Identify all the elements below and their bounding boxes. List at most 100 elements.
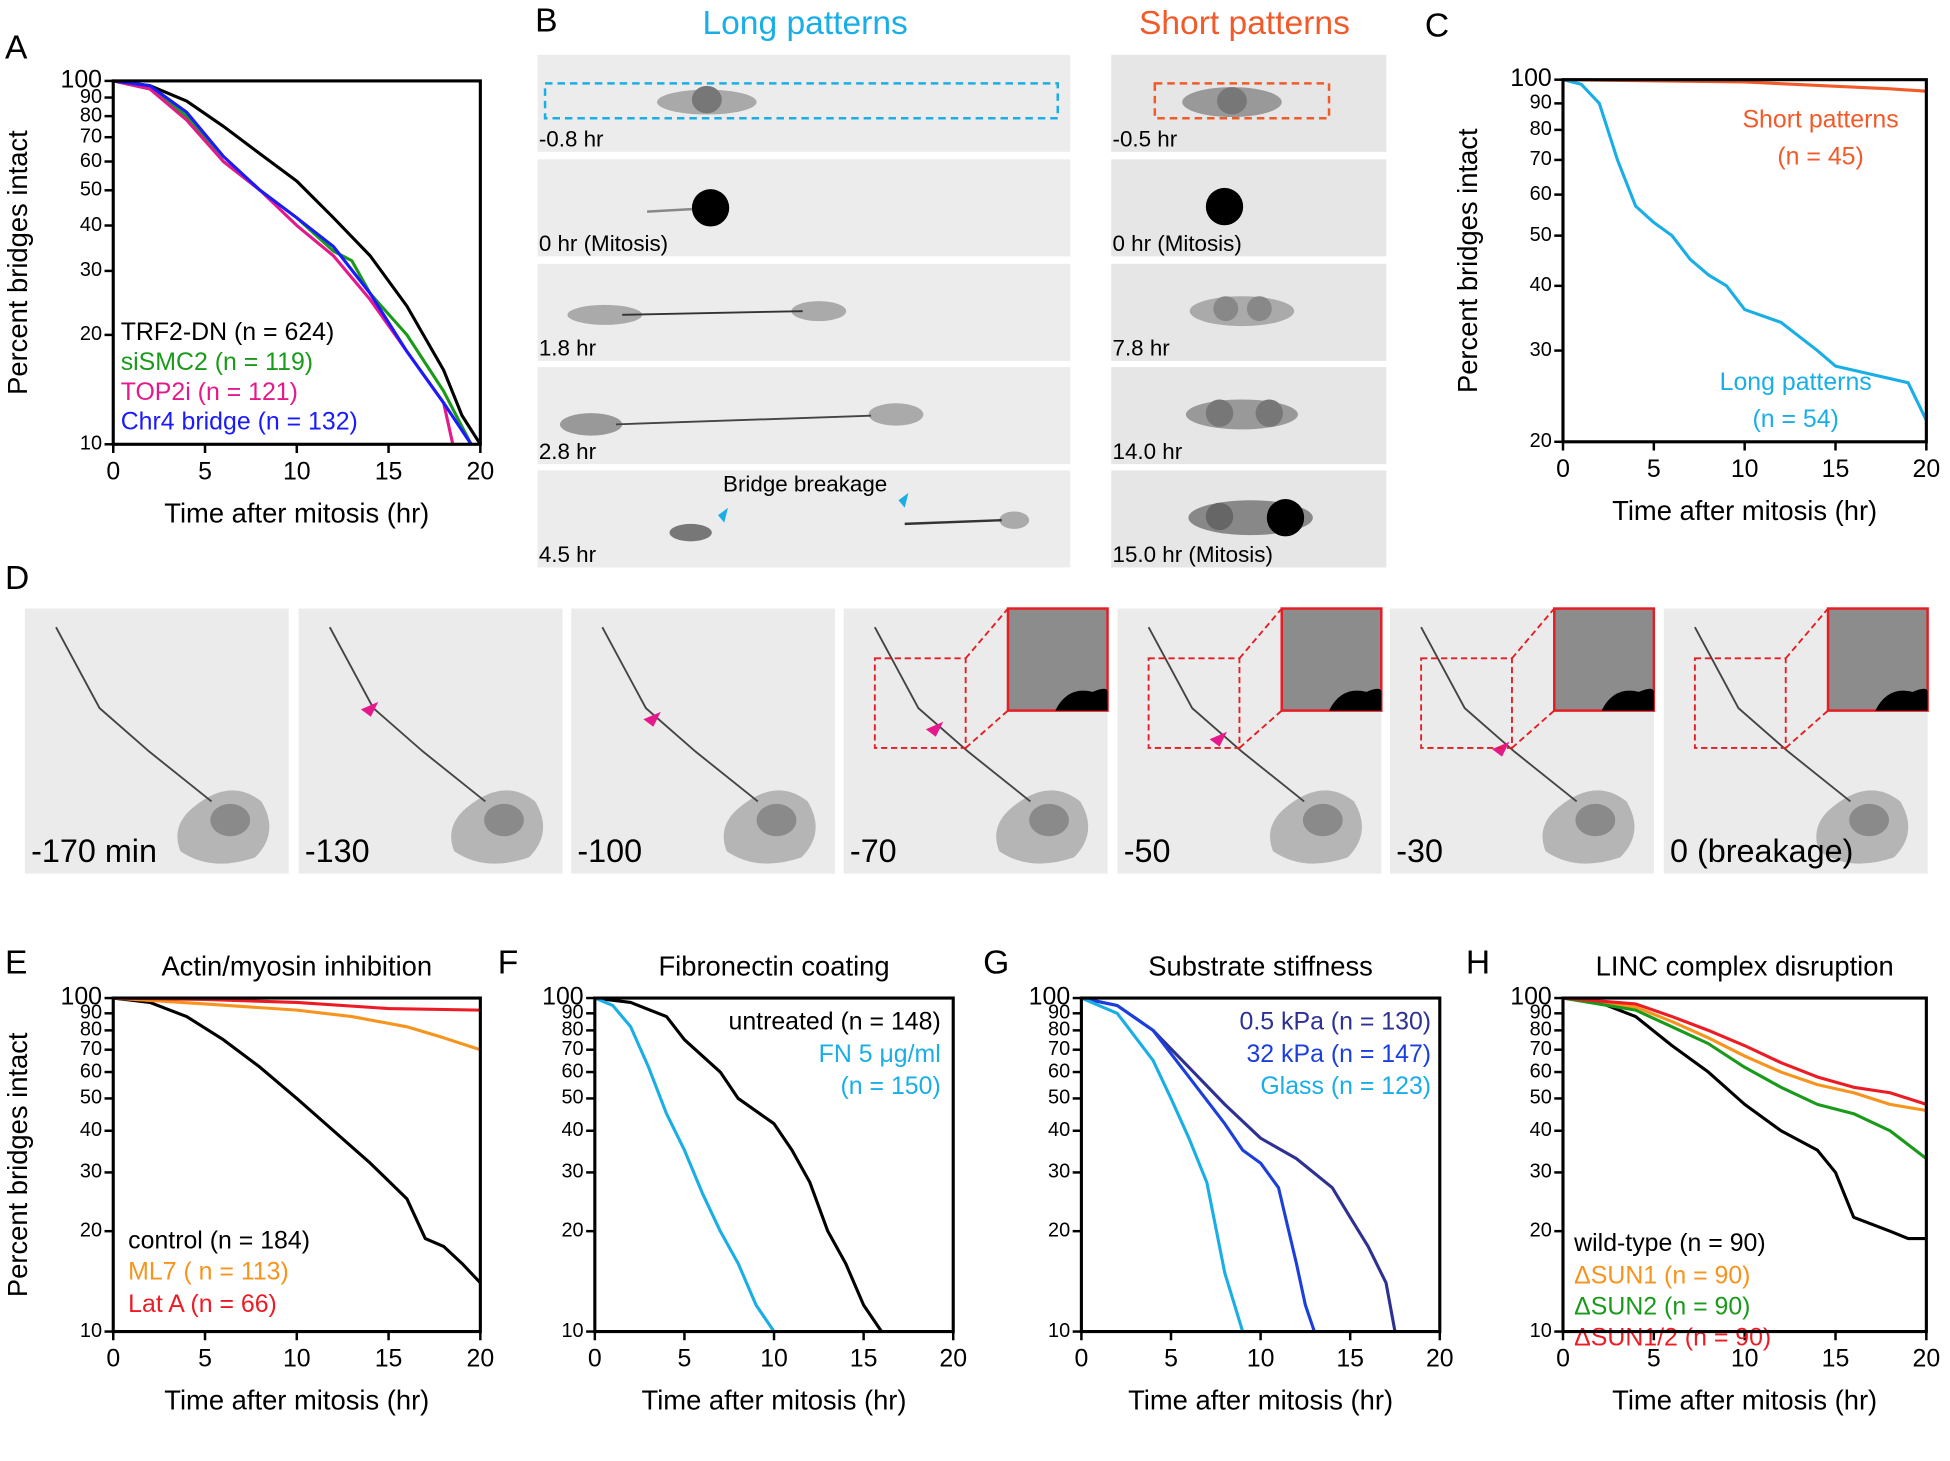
legend-entry: Glass (n = 123) [1260, 1072, 1431, 1100]
legend-entry: 32 kPa (n = 147) [1246, 1040, 1431, 1068]
y-axis-label: Percent bridges intact [2, 1032, 33, 1297]
zoom-box [1420, 657, 1513, 749]
survival-curve [112, 79, 473, 446]
y-tick-label: 100 [61, 65, 103, 93]
nucleus [1246, 296, 1272, 322]
survival-curve [1562, 996, 1927, 1241]
y-tick-label: 80 [1530, 1019, 1552, 1041]
cell [868, 403, 924, 426]
y-tick-label: 40 [561, 1119, 583, 1141]
x-tick-label: 5 [198, 1345, 212, 1373]
column-title: Long patterns [702, 5, 907, 42]
time-label: 14.0 hr [1113, 439, 1183, 464]
y-tick-label: 50 [1530, 1087, 1552, 1109]
plot-frame [593, 996, 955, 1334]
micrograph [537, 159, 1071, 257]
nucleus [1205, 502, 1234, 531]
bridge [615, 414, 872, 426]
panel-label: A [5, 30, 28, 67]
zoom-box [1147, 657, 1241, 749]
time-label: 0 hr (Mitosis) [539, 231, 668, 256]
zoom-guide [1511, 607, 1555, 659]
y-tick-label: 50 [561, 1087, 583, 1109]
x-tick-label: 20 [1913, 455, 1941, 483]
y-tick-label: 70 [1048, 1038, 1070, 1060]
y-tick-label: 80 [561, 1019, 583, 1041]
y-tick-label: 100 [1029, 983, 1071, 1011]
x-tick-label: 0 [1556, 1345, 1570, 1373]
nucleus [1205, 187, 1244, 226]
inset-cell [1055, 688, 1108, 711]
panel-label: B [535, 2, 557, 39]
arrowhead [1209, 731, 1227, 747]
panel-label: D [5, 560, 29, 597]
survival-curve [1562, 78, 1928, 422]
cell [567, 304, 643, 325]
chart-title: Substrate stiffness [1148, 950, 1373, 981]
y-tick-label: 20 [80, 1219, 102, 1241]
nucleus [1266, 499, 1305, 537]
cell [791, 301, 847, 322]
legend-entry: (n = 54) [1752, 405, 1838, 433]
chart-title: Fibronectin coating [658, 950, 889, 981]
x-tick-label: 5 [198, 457, 212, 485]
x-tick-label: 10 [1731, 1345, 1759, 1373]
y-tick-label: 100 [542, 983, 584, 1011]
y-tick-label: 20 [1048, 1219, 1070, 1241]
legend-entry: ΔSUN1 (n = 90) [1574, 1261, 1750, 1289]
y-tick-label: 40 [1048, 1119, 1070, 1141]
pattern-outline [543, 82, 1059, 120]
plot-frame [1561, 78, 1928, 444]
micrograph [1111, 159, 1387, 257]
bridge [55, 626, 213, 803]
survival-curve [1080, 996, 1245, 1333]
x-tick-label: 5 [1647, 455, 1661, 483]
time-label: -50 [1124, 833, 1171, 869]
x-tick-label: 10 [1247, 1345, 1275, 1373]
micrograph [537, 470, 1071, 568]
legend-entry: ML7 ( n = 113) [128, 1258, 289, 1286]
bridge [904, 518, 1002, 526]
cell [1189, 296, 1295, 327]
x-tick-label: 20 [467, 457, 495, 485]
nucleus [1849, 803, 1890, 837]
legend-entry: ΔSUN1/2 (n = 90) [1574, 1324, 1771, 1352]
survival-curve [1562, 996, 1927, 1113]
y-tick-label: 90 [1048, 1002, 1070, 1024]
y-tick-label: 10 [561, 1320, 583, 1342]
arrowhead [360, 701, 379, 717]
y-tick-label: 20 [1530, 430, 1552, 452]
y-tick-label: 80 [1048, 1019, 1070, 1041]
zoom-box [1693, 657, 1787, 749]
legend-entry: FN 5 μg/ml [819, 1040, 941, 1068]
nucleus [1029, 803, 1069, 837]
plot-frame [111, 79, 482, 446]
nucleus [1302, 803, 1343, 837]
y-tick-label: 60 [1530, 1060, 1552, 1082]
zoom-guide [1238, 607, 1283, 659]
x-tick-label: 0 [106, 457, 120, 485]
y-tick-label: 90 [80, 86, 102, 108]
zoom-guide [1785, 607, 1829, 659]
y-tick-label: 50 [80, 1087, 102, 1109]
y-tick-label: 30 [1048, 1161, 1070, 1183]
x-tick-label: 20 [939, 1345, 967, 1373]
x-tick-label: 15 [1336, 1345, 1364, 1373]
time-label: 0 hr (Mitosis) [1113, 231, 1242, 256]
y-tick-label: 100 [1510, 64, 1552, 92]
y-tick-label: 60 [80, 150, 102, 172]
time-label: 15.0 hr (Mitosis) [1113, 542, 1273, 567]
panel-label: F [498, 944, 519, 981]
y-tick-label: 10 [1048, 1320, 1070, 1342]
y-tick-label: 30 [1530, 339, 1552, 361]
x-tick-label: 0 [588, 1345, 602, 1373]
nucleus [1205, 399, 1234, 427]
y-tick-label: 50 [1530, 224, 1552, 246]
y-tick-label: 10 [1530, 1320, 1552, 1342]
nucleus [756, 803, 797, 837]
annotation: Bridge breakage [723, 471, 887, 496]
x-axis-label: Time after mitosis (hr) [164, 497, 429, 528]
legend-entry: Short patterns [1742, 105, 1898, 133]
time-label: 1.8 hr [539, 336, 597, 361]
